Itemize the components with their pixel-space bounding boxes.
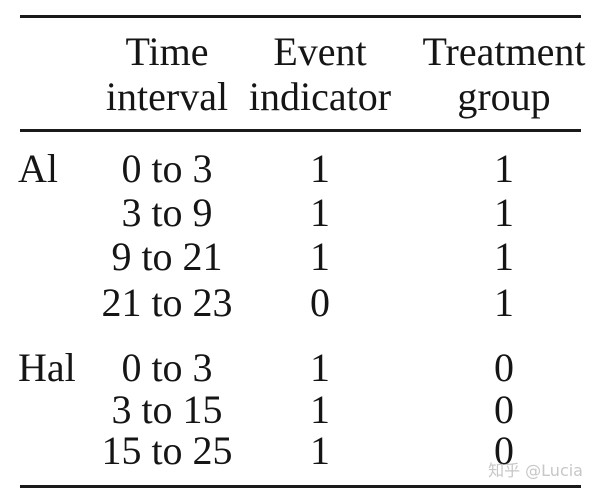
zhihu-watermark: 知乎 @Lucia xyxy=(488,461,583,480)
table-row: Hal 0 to 3 1 0 xyxy=(0,346,600,390)
column-header-time-interval: Time interval xyxy=(96,29,238,119)
treatment-group-cell: 1 xyxy=(494,280,514,325)
event-indicator-cell: 1 xyxy=(310,345,330,390)
time-interval-cell: 3 to 9 xyxy=(121,190,213,235)
table-row: 9 to 21 1 1 xyxy=(0,235,600,279)
column-header-line1: Treatment xyxy=(422,29,586,74)
event-indicator-cell: 1 xyxy=(310,190,330,235)
time-interval-cell: 9 to 21 xyxy=(111,234,223,279)
treatment-group-cell: 1 xyxy=(494,190,514,235)
treatment-group-cell: 1 xyxy=(494,146,514,191)
column-header-line2: indicator xyxy=(248,74,392,119)
column-header-line2: group xyxy=(457,74,551,119)
table-bottom-rule xyxy=(20,485,581,488)
table-row: 21 to 23 0 1 xyxy=(0,281,600,325)
table-row: 3 to 15 1 0 xyxy=(0,388,600,432)
table-header-rule xyxy=(20,129,581,132)
table-row: 3 to 9 1 1 xyxy=(0,191,600,235)
column-header-line1: Event xyxy=(273,29,367,74)
time-interval-cell: 15 to 25 xyxy=(101,428,233,473)
subject-label: Al xyxy=(18,146,58,191)
time-interval-cell: 0 to 3 xyxy=(121,146,213,191)
event-indicator-cell: 1 xyxy=(310,234,330,279)
column-header-treatment-group: Treatment group xyxy=(420,29,588,119)
table-row: 15 to 25 1 0 xyxy=(0,429,600,473)
column-header-line2: interval xyxy=(105,74,229,119)
treatment-group-cell: 0 xyxy=(494,345,514,390)
event-indicator-cell: 0 xyxy=(310,280,330,325)
time-interval-cell: 0 to 3 xyxy=(121,345,213,390)
table-row: Al 0 to 3 1 1 xyxy=(0,147,600,191)
column-header-event-indicator: Event indicator xyxy=(240,29,400,119)
treatment-group-cell: 0 xyxy=(494,387,514,432)
time-interval-cell: 21 to 23 xyxy=(101,280,233,325)
event-indicator-cell: 1 xyxy=(310,146,330,191)
event-indicator-cell: 1 xyxy=(310,428,330,473)
time-interval-cell: 3 to 15 xyxy=(111,387,223,432)
table-top-rule xyxy=(20,15,581,18)
column-header-line1: Time xyxy=(125,29,209,74)
treatment-group-cell: 1 xyxy=(494,234,514,279)
event-indicator-cell: 1 xyxy=(310,387,330,432)
treatment-group-cell: 0 xyxy=(494,428,514,473)
subject-label: Hal xyxy=(18,345,76,390)
